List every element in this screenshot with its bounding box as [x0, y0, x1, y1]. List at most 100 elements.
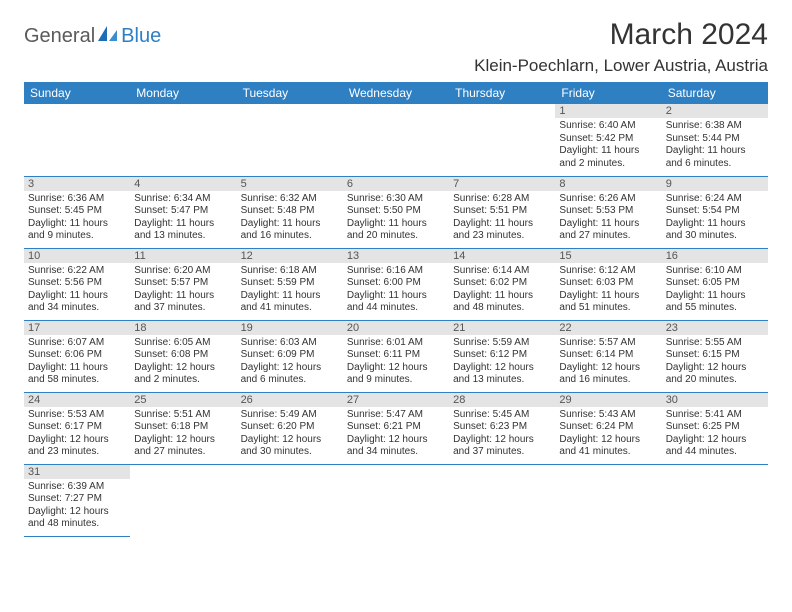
- day-number: 20: [343, 321, 449, 335]
- sunset-text: Sunset: 5:45 PM: [28, 205, 126, 218]
- daynum-empty: [449, 465, 555, 479]
- sunrise-text: Sunrise: 6:07 AM: [28, 337, 126, 350]
- daylight-text: Daylight: 12 hours and 30 minutes.: [241, 434, 339, 459]
- calendar-week-row: 10Sunrise: 6:22 AMSunset: 5:56 PMDayligh…: [24, 248, 768, 320]
- sunrise-text: Sunrise: 6:01 AM: [347, 337, 445, 350]
- cell-body: Sunrise: 6:01 AMSunset: 6:11 PMDaylight:…: [343, 335, 449, 391]
- daylight-text: Daylight: 12 hours and 48 minutes.: [28, 506, 126, 531]
- calendar-cell: 29Sunrise: 5:43 AMSunset: 6:24 PMDayligh…: [555, 392, 661, 464]
- daylight-text: Daylight: 11 hours and 48 minutes.: [453, 290, 551, 315]
- calendar-cell: 15Sunrise: 6:12 AMSunset: 6:03 PMDayligh…: [555, 248, 661, 320]
- daynum-empty: [237, 104, 343, 118]
- day-number: 9: [662, 177, 768, 191]
- daynum-empty: [237, 465, 343, 479]
- calendar-cell: 10Sunrise: 6:22 AMSunset: 5:56 PMDayligh…: [24, 248, 130, 320]
- day-number: 7: [449, 177, 555, 191]
- day-number: 28: [449, 393, 555, 407]
- calendar-header-row: SundayMondayTuesdayWednesdayThursdayFrid…: [24, 82, 768, 104]
- calendar-cell: 28Sunrise: 5:45 AMSunset: 6:23 PMDayligh…: [449, 392, 555, 464]
- daylight-text: Daylight: 12 hours and 6 minutes.: [241, 362, 339, 387]
- sunrise-text: Sunrise: 6:32 AM: [241, 193, 339, 206]
- weekday-header: Friday: [555, 82, 661, 104]
- cell-body: Sunrise: 6:18 AMSunset: 5:59 PMDaylight:…: [237, 263, 343, 319]
- cell-body: Sunrise: 5:59 AMSunset: 6:12 PMDaylight:…: [449, 335, 555, 391]
- day-number: 4: [130, 177, 236, 191]
- calendar-cell: 6Sunrise: 6:30 AMSunset: 5:50 PMDaylight…: [343, 176, 449, 248]
- cell-body: Sunrise: 6:26 AMSunset: 5:53 PMDaylight:…: [555, 191, 661, 247]
- sunset-text: Sunset: 5:44 PM: [666, 133, 764, 146]
- sunrise-text: Sunrise: 6:39 AM: [28, 481, 126, 494]
- day-number: 14: [449, 249, 555, 263]
- daylight-text: Daylight: 12 hours and 34 minutes.: [347, 434, 445, 459]
- sunset-text: Sunset: 6:12 PM: [453, 349, 551, 362]
- sunrise-text: Sunrise: 5:45 AM: [453, 409, 551, 422]
- day-number: 3: [24, 177, 130, 191]
- daylight-text: Daylight: 11 hours and 55 minutes.: [666, 290, 764, 315]
- sunset-text: Sunset: 6:17 PM: [28, 421, 126, 434]
- sunset-text: Sunset: 5:57 PM: [134, 277, 232, 290]
- sunset-text: Sunset: 6:00 PM: [347, 277, 445, 290]
- day-number: 12: [237, 249, 343, 263]
- sunrise-text: Sunrise: 6:26 AM: [559, 193, 657, 206]
- cell-body: Sunrise: 5:51 AMSunset: 6:18 PMDaylight:…: [130, 407, 236, 463]
- daylight-text: Daylight: 11 hours and 6 minutes.: [666, 145, 764, 170]
- day-number: 31: [24, 465, 130, 479]
- cell-body: Sunrise: 5:53 AMSunset: 6:17 PMDaylight:…: [24, 407, 130, 463]
- calendar-cell: 1Sunrise: 6:40 AMSunset: 5:42 PMDaylight…: [555, 104, 661, 176]
- cell-body: Sunrise: 6:36 AMSunset: 5:45 PMDaylight:…: [24, 191, 130, 247]
- sunrise-text: Sunrise: 6:40 AM: [559, 120, 657, 133]
- calendar-cell: 2Sunrise: 6:38 AMSunset: 5:44 PMDaylight…: [662, 104, 768, 176]
- daylight-text: Daylight: 11 hours and 34 minutes.: [28, 290, 126, 315]
- daynum-empty: [555, 465, 661, 479]
- cell-body: Sunrise: 5:47 AMSunset: 6:21 PMDaylight:…: [343, 407, 449, 463]
- sunset-text: Sunset: 7:27 PM: [28, 493, 126, 506]
- calendar-cell: 12Sunrise: 6:18 AMSunset: 5:59 PMDayligh…: [237, 248, 343, 320]
- calendar-table: SundayMondayTuesdayWednesdayThursdayFrid…: [24, 82, 768, 537]
- sunset-text: Sunset: 6:18 PM: [134, 421, 232, 434]
- sunrise-text: Sunrise: 5:59 AM: [453, 337, 551, 350]
- day-number: 1: [555, 104, 661, 118]
- daynum-empty: [24, 104, 130, 118]
- cell-body: Sunrise: 6:12 AMSunset: 6:03 PMDaylight:…: [555, 263, 661, 319]
- calendar-cell: 27Sunrise: 5:47 AMSunset: 6:21 PMDayligh…: [343, 392, 449, 464]
- daylight-text: Daylight: 11 hours and 27 minutes.: [559, 218, 657, 243]
- daylight-text: Daylight: 11 hours and 37 minutes.: [134, 290, 232, 315]
- daynum-empty: [343, 104, 449, 118]
- daylight-text: Daylight: 12 hours and 23 minutes.: [28, 434, 126, 459]
- sunset-text: Sunset: 6:21 PM: [347, 421, 445, 434]
- daylight-text: Daylight: 12 hours and 2 minutes.: [134, 362, 232, 387]
- calendar-cell: [24, 104, 130, 176]
- sunrise-text: Sunrise: 6:36 AM: [28, 193, 126, 206]
- day-number: 11: [130, 249, 236, 263]
- daylight-text: Daylight: 11 hours and 51 minutes.: [559, 290, 657, 315]
- cell-body: Sunrise: 6:40 AMSunset: 5:42 PMDaylight:…: [555, 118, 661, 174]
- daynum-empty: [343, 465, 449, 479]
- month-title: March 2024: [474, 18, 768, 52]
- calendar-cell: 23Sunrise: 5:55 AMSunset: 6:15 PMDayligh…: [662, 320, 768, 392]
- weekday-header: Tuesday: [237, 82, 343, 104]
- calendar-week-row: 17Sunrise: 6:07 AMSunset: 6:06 PMDayligh…: [24, 320, 768, 392]
- logo-sail-icon: [97, 24, 119, 49]
- sunset-text: Sunset: 5:51 PM: [453, 205, 551, 218]
- cell-body: Sunrise: 6:38 AMSunset: 5:44 PMDaylight:…: [662, 118, 768, 174]
- calendar-cell: 18Sunrise: 6:05 AMSunset: 6:08 PMDayligh…: [130, 320, 236, 392]
- logo-text-general: General: [24, 25, 95, 48]
- sunset-text: Sunset: 6:06 PM: [28, 349, 126, 362]
- weekday-header: Wednesday: [343, 82, 449, 104]
- cell-body: Sunrise: 6:05 AMSunset: 6:08 PMDaylight:…: [130, 335, 236, 391]
- cell-body: Sunrise: 6:22 AMSunset: 5:56 PMDaylight:…: [24, 263, 130, 319]
- sunrise-text: Sunrise: 6:05 AM: [134, 337, 232, 350]
- sunset-text: Sunset: 6:08 PM: [134, 349, 232, 362]
- cell-body: Sunrise: 6:24 AMSunset: 5:54 PMDaylight:…: [662, 191, 768, 247]
- day-number: 27: [343, 393, 449, 407]
- cell-body: Sunrise: 5:43 AMSunset: 6:24 PMDaylight:…: [555, 407, 661, 463]
- daylight-text: Daylight: 12 hours and 20 minutes.: [666, 362, 764, 387]
- daylight-text: Daylight: 11 hours and 2 minutes.: [559, 145, 657, 170]
- sunset-text: Sunset: 5:59 PM: [241, 277, 339, 290]
- calendar-cell: 4Sunrise: 6:34 AMSunset: 5:47 PMDaylight…: [130, 176, 236, 248]
- sunset-text: Sunset: 6:25 PM: [666, 421, 764, 434]
- header: General Blue March 2024 Klein-Poechlarn,…: [24, 18, 768, 76]
- daynum-empty: [662, 465, 768, 479]
- daylight-text: Daylight: 12 hours and 27 minutes.: [134, 434, 232, 459]
- cell-body: Sunrise: 6:07 AMSunset: 6:06 PMDaylight:…: [24, 335, 130, 391]
